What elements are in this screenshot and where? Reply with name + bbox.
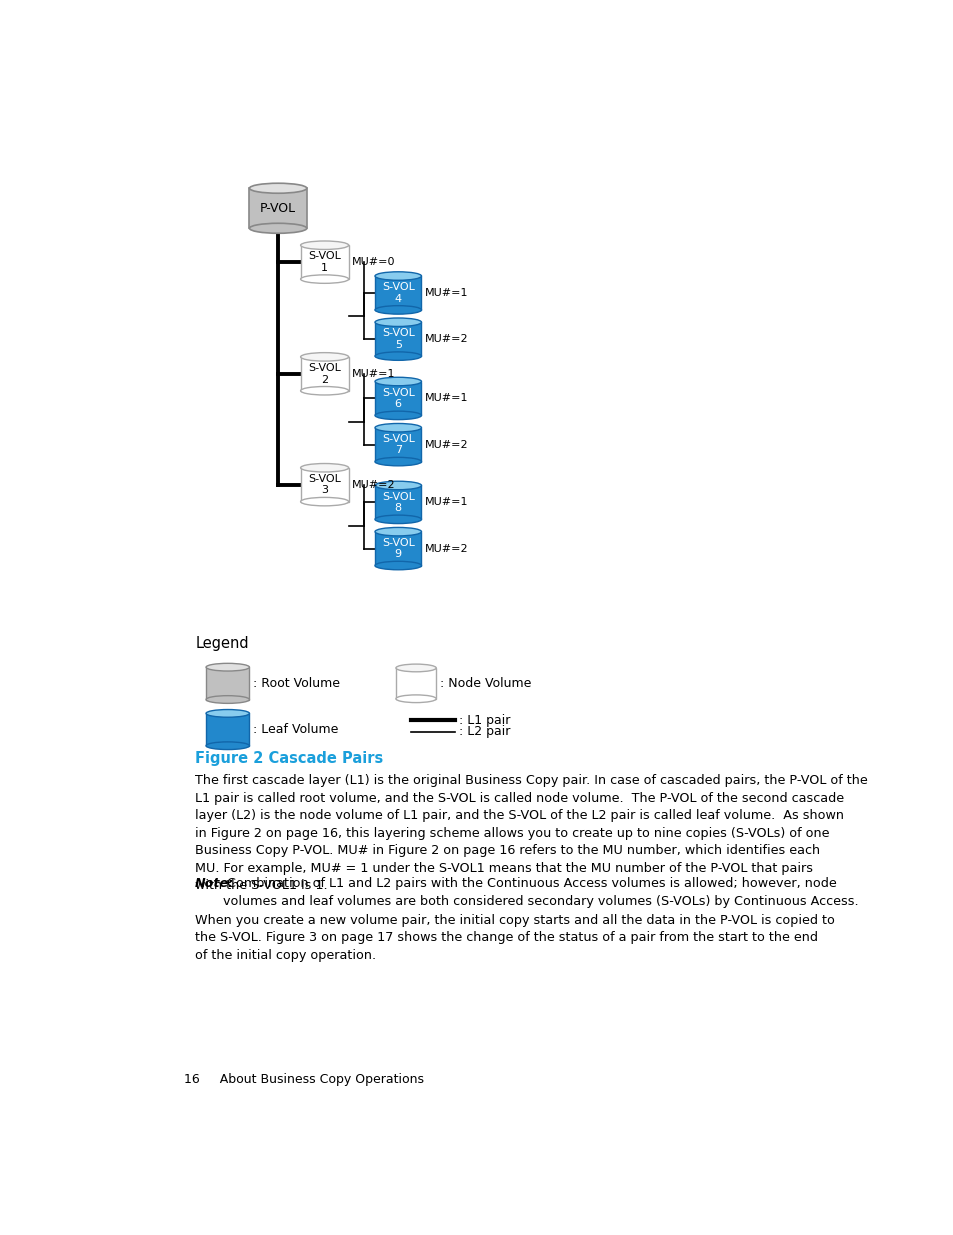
Text: MU#=0: MU#=0 [352, 257, 395, 267]
Ellipse shape [206, 710, 249, 718]
Polygon shape [300, 468, 348, 501]
Text: P-VOL: P-VOL [260, 201, 295, 215]
Text: Note:: Note: [195, 877, 234, 890]
Polygon shape [375, 322, 421, 356]
Ellipse shape [375, 411, 421, 420]
Ellipse shape [249, 183, 307, 193]
Text: MU#=1: MU#=1 [424, 288, 468, 298]
Polygon shape [249, 188, 307, 228]
Text: S-VOL
1: S-VOL 1 [308, 252, 341, 273]
Text: : L1 pair: : L1 pair [458, 714, 510, 727]
Ellipse shape [206, 742, 249, 750]
Ellipse shape [375, 272, 421, 280]
Polygon shape [395, 668, 436, 699]
Ellipse shape [206, 663, 249, 671]
Text: MU#=2: MU#=2 [424, 543, 468, 553]
Text: S-VOL
9: S-VOL 9 [381, 537, 415, 559]
Ellipse shape [375, 561, 421, 569]
Text: S-VOL
5: S-VOL 5 [381, 329, 415, 350]
Text: S-VOL
4: S-VOL 4 [381, 282, 415, 304]
Text: : L2 pair: : L2 pair [458, 725, 510, 739]
Text: : Node Volume: : Node Volume [439, 677, 531, 690]
Polygon shape [206, 667, 249, 699]
Polygon shape [300, 357, 348, 390]
Polygon shape [375, 382, 421, 415]
Polygon shape [300, 246, 348, 279]
Text: MU#=2: MU#=2 [352, 479, 395, 490]
Polygon shape [206, 714, 249, 746]
Text: MU#=2: MU#=2 [424, 335, 468, 345]
Ellipse shape [300, 387, 348, 395]
Ellipse shape [300, 353, 348, 361]
Ellipse shape [375, 377, 421, 385]
Ellipse shape [375, 317, 421, 326]
Ellipse shape [375, 352, 421, 361]
Text: MU#=2: MU#=2 [424, 440, 468, 450]
Text: MU#=1: MU#=1 [352, 369, 395, 379]
Text: MU#=1: MU#=1 [424, 498, 468, 508]
Ellipse shape [375, 306, 421, 314]
Ellipse shape [375, 515, 421, 524]
Ellipse shape [249, 224, 307, 233]
Text: 16     About Business Copy Operations: 16 About Business Copy Operations [183, 1073, 423, 1087]
Ellipse shape [300, 463, 348, 472]
Polygon shape [375, 485, 421, 520]
Polygon shape [375, 531, 421, 566]
Text: Figure 2 Cascade Pairs: Figure 2 Cascade Pairs [195, 751, 383, 766]
Ellipse shape [300, 241, 348, 249]
Text: MU#=1: MU#=1 [424, 394, 468, 404]
Ellipse shape [375, 482, 421, 490]
Ellipse shape [395, 695, 436, 703]
Ellipse shape [206, 695, 249, 704]
Ellipse shape [300, 498, 348, 506]
Ellipse shape [375, 424, 421, 432]
Text: S-VOL
3: S-VOL 3 [308, 474, 341, 495]
Text: : Root Volume: : Root Volume [253, 677, 340, 690]
Text: S-VOL
7: S-VOL 7 [381, 433, 415, 456]
Polygon shape [375, 427, 421, 462]
Text: S-VOL
6: S-VOL 6 [381, 388, 415, 409]
Text: Combination of L1 and L2 pairs with the Continuous Access volumes is allowed; ho: Combination of L1 and L2 pairs with the … [223, 877, 858, 908]
Ellipse shape [375, 457, 421, 466]
Text: : Leaf Volume: : Leaf Volume [253, 722, 338, 736]
Text: The first cascade layer (L1) is the original Business Copy pair. In case of casc: The first cascade layer (L1) is the orig… [195, 774, 867, 892]
Ellipse shape [300, 275, 348, 283]
Text: S-VOL
8: S-VOL 8 [381, 492, 415, 514]
Ellipse shape [375, 527, 421, 536]
Polygon shape [375, 275, 421, 310]
Text: Legend: Legend [195, 636, 249, 651]
Ellipse shape [395, 664, 436, 672]
Text: S-VOL
2: S-VOL 2 [308, 363, 341, 384]
Text: When you create a new volume pair, the initial copy starts and all the data in t: When you create a new volume pair, the i… [195, 914, 834, 962]
